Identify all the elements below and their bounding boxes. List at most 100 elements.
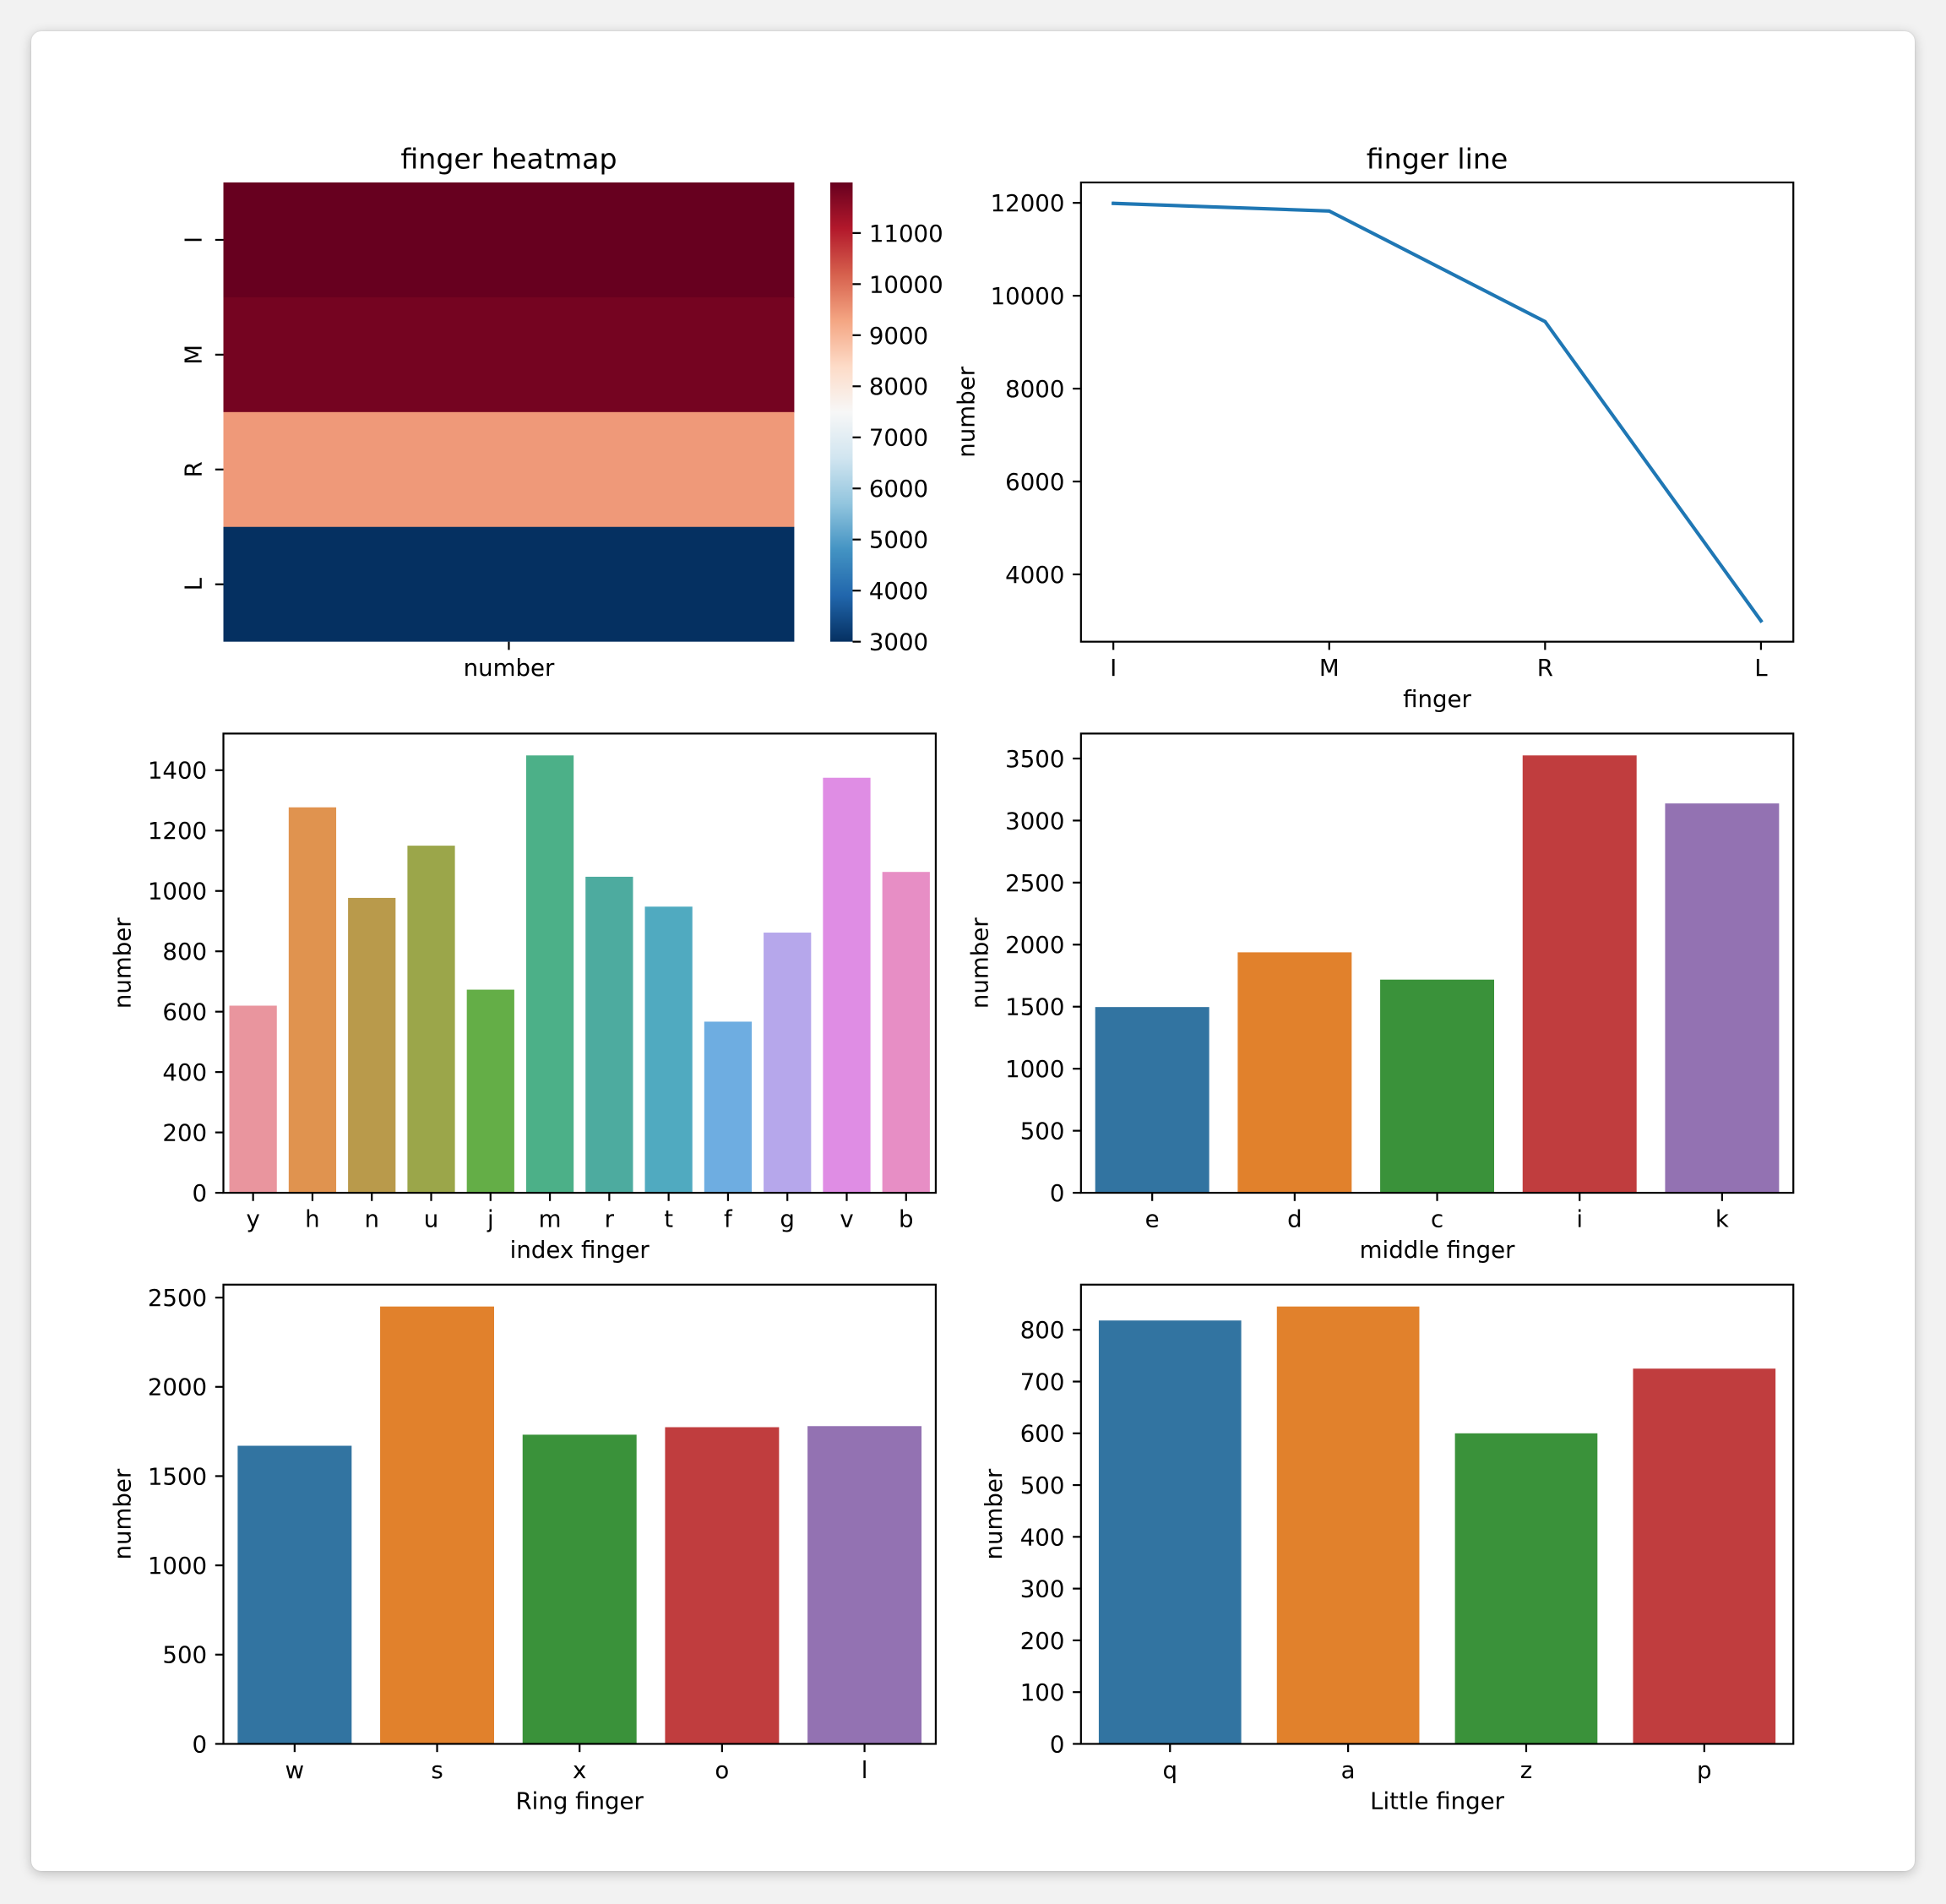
index-finger-bar-v [823,777,871,1194]
middle-finger-ytick-label: 3000 [1005,807,1064,835]
little-finger-bar-q [1098,1320,1242,1744]
little-finger-ytick-label: 100 [1020,1678,1065,1706]
finger-heatmap-colorbar-tick-label: 11000 [869,220,943,248]
little-finger-xtick-label-p: p [1697,1756,1712,1784]
ring-finger-ytick-label: 2000 [148,1374,207,1401]
finger-heatmap-title: finger heatmap [400,142,617,175]
finger-heatmap-colorbar-tick-label: 6000 [869,475,928,503]
ring-finger-bar-x [522,1434,637,1744]
middle-finger-xtick-label-c: c [1431,1205,1443,1232]
ring-finger-ytick-label: 500 [162,1641,207,1669]
middle-finger-xtick-label-k: k [1715,1205,1729,1232]
ring-finger-xtick-label-o: o [715,1756,729,1784]
index-finger-xtick-label-v: v [840,1205,853,1232]
little-finger-xtick-label-z: z [1520,1756,1533,1784]
finger-line-xtick-label-l: L [1754,654,1768,682]
little-finger-bar-z [1454,1433,1598,1744]
index-finger-axes-frame [222,732,938,1194]
finger-heatmap-colorbar-tick-label: 10000 [869,270,943,298]
finger-heatmap-cell-i [223,182,795,298]
middle-finger-bar-e [1095,1007,1209,1194]
index-finger-xtick-label-n: n [364,1205,379,1232]
little-finger-bar-chart: q a z p 0 100 200 300 400 500 600 700 800 number Littl… [980,1283,1795,1815]
middle-finger-ytick-label: 1000 [1005,1055,1064,1083]
ring-finger-ytick-label: 1000 [148,1552,207,1580]
finger-heatmap-cell-l [223,526,795,642]
index-finger-ylabel: number [108,917,136,1009]
middle-finger-xlabel: middle finger [1360,1236,1515,1264]
finger-heatmap-row-label-r: R [180,461,208,477]
middle-finger-bar-i [1522,755,1637,1194]
finger-heatmap-colorbar-tick-label: 5000 [869,526,928,554]
finger-line-chart: finger line I M R L 4000 6000 8000 10000 12000 num… [952,142,1795,713]
finger-heatmap-colorbar-tick-label: 9000 [869,322,928,350]
little-finger-axes-frame [1079,1283,1795,1745]
index-finger-xtick-label-h: h [305,1205,320,1232]
finger-heatmap-column-label-number: number [464,654,555,682]
index-finger-ytick-label: 200 [162,1119,207,1147]
index-finger-xtick-label-u: u [424,1205,439,1232]
finger-heatmap-colorbar-tick-label: 3000 [869,628,928,656]
index-finger-ytick-label: 600 [162,998,207,1026]
middle-finger-bar-k [1665,803,1780,1194]
finger-line-xtick-label-m: M [1319,654,1340,682]
finger-line-ylabel: number [952,366,980,457]
index-finger-xtick-label-j: j [486,1205,494,1232]
index-finger-ytick-label: 400 [162,1058,207,1086]
ring-finger-ytick-label: 2500 [148,1284,207,1312]
ring-finger-xtick-label-s: s [431,1756,443,1784]
ring-finger-ytick-label: 0 [193,1730,208,1758]
finger-line-point-r [1543,319,1547,324]
ring-finger-xlabel: Ring finger [516,1787,644,1815]
finger-line-ytick-label: 10000 [991,282,1065,310]
index-finger-bar-m [525,755,574,1194]
finger-heatmap-row-label-i: I [180,237,208,243]
middle-finger-ytick-label: 2500 [1005,869,1064,897]
index-finger-xtick-label-m: m [539,1205,562,1232]
ring-finger-bar-chart: w s x o l 0 500 1000 1500 2000 2500 number Ring fing… [108,1283,938,1815]
finger-heatmap-row-label-l: L [180,577,208,590]
middle-finger-bar-chart: e d c i k 0 500 1000 1500 2000 2500 3000 3500 number m… [966,732,1795,1264]
finger-line-ytick-label: 12000 [991,189,1065,217]
finger-line-xlabel: finger [1403,685,1471,713]
middle-finger-axes-frame [1079,732,1795,1194]
finger-line-point-l [1759,619,1763,623]
index-finger-xlabel: index finger [510,1236,650,1264]
little-finger-xtick-label-a: a [1341,1756,1356,1784]
finger-heatmap-colorbar-tick-label: 7000 [869,424,928,452]
ring-finger-xtick-label-x: x [573,1756,586,1784]
little-finger-xtick-label-q: q [1162,1756,1177,1784]
finger-line-title: finger line [1367,142,1508,175]
finger-heatmap-colorbar-tick-label: 8000 [869,373,928,400]
little-finger-bar-a [1276,1306,1420,1744]
little-finger-ylabel: number [980,1468,1008,1559]
finger-line-series-line [1112,201,1764,623]
index-finger-xtick-label-f: f [724,1205,733,1232]
little-finger-ytick-label: 0 [1050,1730,1065,1758]
middle-finger-xtick-label-e: e [1145,1205,1160,1232]
index-finger-bar-chart: y h n u j m r t f g v b 0 200 400 600 800 1000 1200 1400 num… [108,732,938,1264]
middle-finger-bar-c [1380,979,1495,1194]
index-finger-bar-h [288,807,337,1194]
ring-finger-bar-s [380,1306,495,1744]
finger-heatmap-cell-m [223,296,795,413]
index-finger-bar-g [764,933,812,1194]
little-finger-ytick-label: 400 [1020,1523,1065,1551]
finger-heatmap-colorbar-tick-label: 4000 [869,577,928,605]
index-finger-xtick-label-t: t [664,1205,673,1232]
ring-finger-xtick-label-w: w [285,1756,305,1784]
index-finger-xtick-label-r: r [605,1205,615,1232]
index-finger-ytick-label: 1400 [148,757,207,785]
ring-finger-bar-l [807,1426,922,1744]
finger-line-axes-frame [1079,181,1795,643]
finger-heatmap-row-label-m: M [180,345,208,365]
ring-finger-ylabel: number [108,1468,136,1559]
little-finger-xlabel: Little finger [1370,1787,1505,1815]
little-finger-bar-p [1633,1368,1776,1744]
index-finger-ytick-label: 1000 [148,878,207,906]
index-finger-bar-j [466,989,514,1194]
middle-finger-ytick-label: 500 [1020,1118,1065,1145]
middle-finger-ytick-label: 1500 [1005,993,1064,1021]
